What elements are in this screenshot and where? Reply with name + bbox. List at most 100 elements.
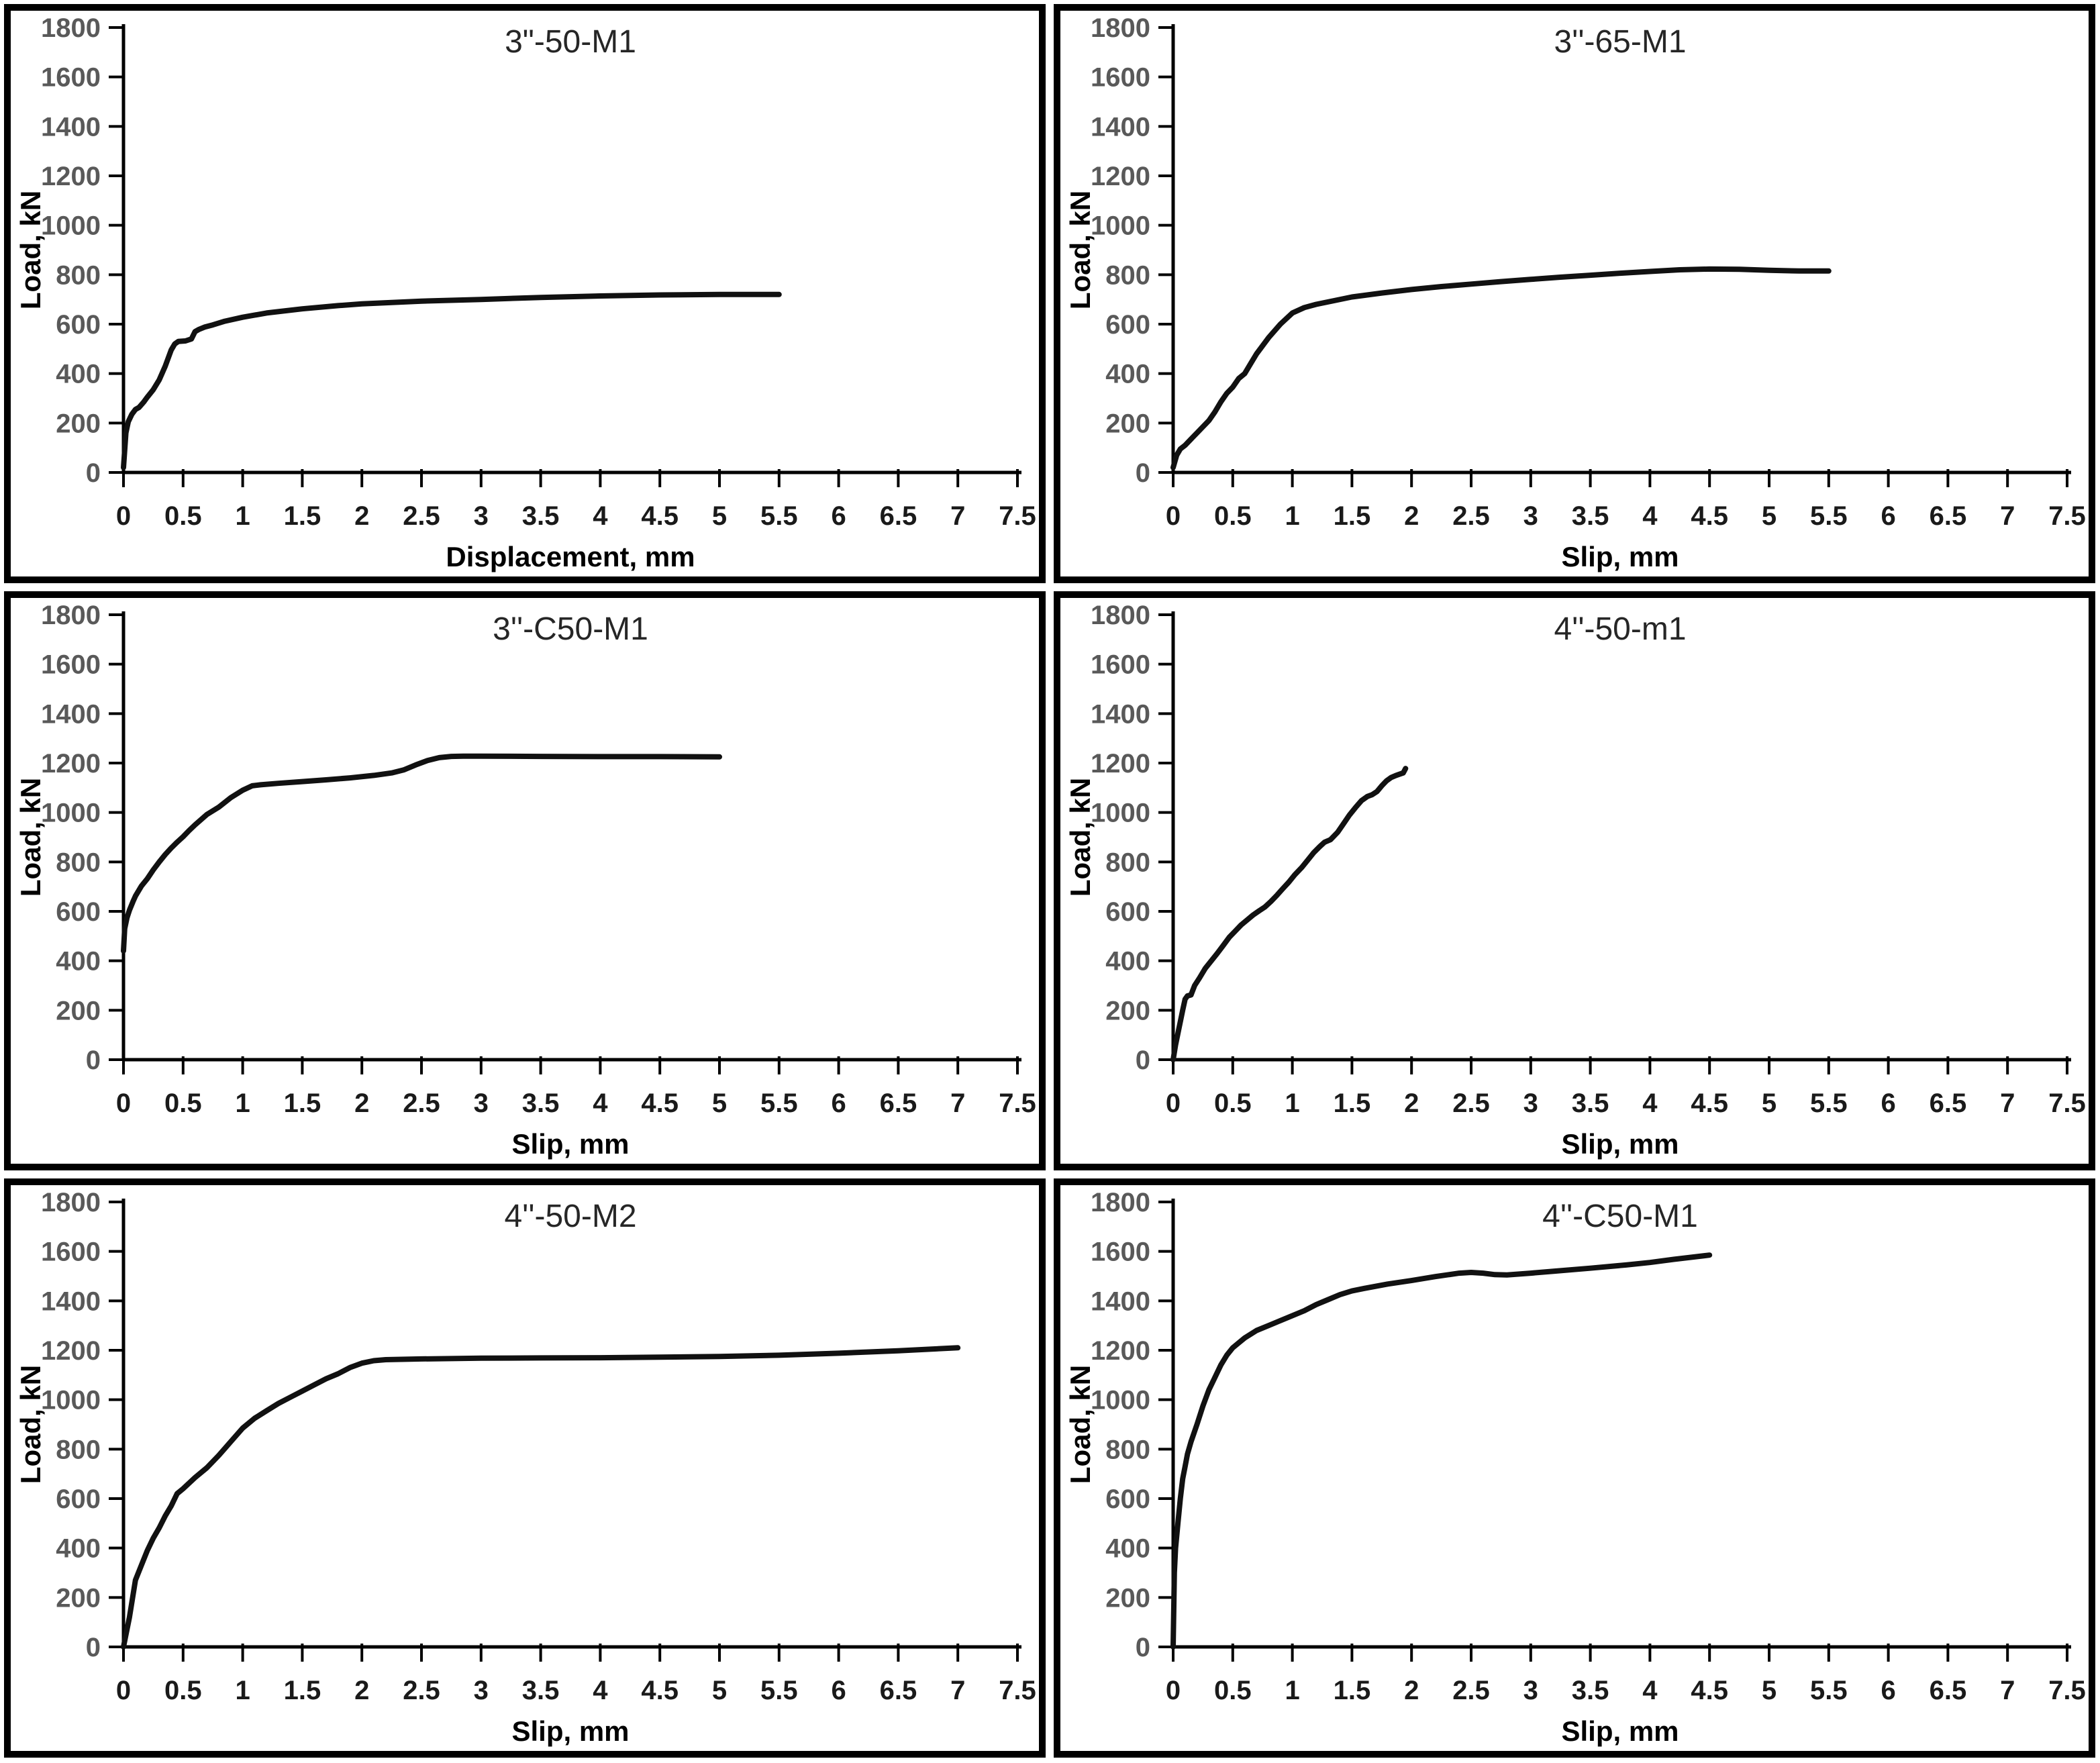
x-tick-label: 1.5 [1334,501,1371,531]
chart-panel-3in-65-M1: 0 200 400 600 800 1000 1200 1400 1600 1800 0 0.5 1 1.… [1054,4,2095,583]
x-tick-label: 1 [1285,501,1299,531]
x-tick-label: 3.5 [1572,1676,1609,1705]
x-tick-label: 5 [1762,1676,1777,1705]
y-axis-title: Load, kN [1064,191,1096,309]
x-tick-label: 0.5 [1214,1089,1252,1118]
y-tick-label: 600 [1105,1484,1150,1514]
x-tick-label: 7.5 [999,1676,1036,1705]
chart-panel-4in-50-m1: 0 200 400 600 800 1000 1200 1400 1600 1800 0 0.5 1 1.… [1054,591,2095,1170]
load-slip-curve [121,753,722,954]
load-slip-chart-3in-C50-M1: 0 200 400 600 800 1000 1200 1400 1600 1800 0 0.5 1 1.… [15,601,1036,1160]
y-tick-label: 1800 [41,1188,101,1217]
y-tick-label: 1200 [41,162,101,191]
x-tick-label: 0.5 [164,501,202,531]
x-tick-label: 4 [593,501,608,531]
x-tick-label: 5.5 [1810,1676,1848,1705]
x-tick-label: 2 [1404,1676,1419,1705]
y-axis-title: Load, kN [15,191,46,309]
y-tick-label: 1600 [41,1238,101,1267]
y-tick-label: 1000 [41,799,101,828]
x-tick-label: 4.5 [641,501,679,531]
y-tick-label: 200 [1105,996,1150,1025]
y-tick-label: 1600 [1091,1238,1150,1267]
x-tick-label: 3 [474,1089,489,1118]
x-tick-label: 3.5 [522,1676,560,1705]
x-axis-title: Slip, mm [511,1128,629,1160]
x-tick-label: 0 [1166,1089,1181,1118]
y-tick-label: 1200 [1091,162,1150,191]
x-tick-label: 4 [1642,1089,1658,1118]
x-tick-label: 7.5 [999,501,1036,531]
y-tick-label: 1800 [41,13,101,43]
x-tick-label: 6.5 [880,1089,917,1118]
y-tick-label: 1400 [41,699,101,729]
x-tick-label: 6 [831,1089,846,1118]
x-tick-label: 2 [1404,1089,1419,1118]
x-tick-label: 4.5 [641,1089,679,1118]
x-axis-title: Slip, mm [1561,1715,1679,1747]
y-tick-label: 600 [56,310,101,340]
x-tick-label: 1.5 [284,1676,321,1705]
chart-title: 3''-65-M1 [1554,24,1686,60]
x-tick-label: 4.5 [1691,1676,1728,1705]
load-slip-curve [1170,1252,1713,1650]
y-tick-label: 400 [56,947,101,976]
chart-title: 4''-50-M2 [504,1199,636,1234]
y-tick-label: 1600 [41,650,101,680]
x-tick-label: 5 [1762,1089,1777,1118]
y-tick-label: 1800 [1091,1188,1150,1217]
x-tick-label: 5.5 [760,1676,798,1705]
y-tick-label: 1000 [1091,1386,1150,1415]
y-tick-label: 1400 [1091,699,1150,729]
x-tick-label: 7 [2000,501,2015,531]
x-tick-label: 4 [1642,1676,1658,1705]
x-tick-label: 7 [950,1676,965,1705]
x-tick-label: 7 [950,501,965,531]
y-tick-label: 800 [56,1435,101,1464]
x-tick-label: 7 [2000,1089,2015,1118]
x-tick-label: 6 [1881,1089,1895,1118]
load-slip-curve [1170,266,1832,470]
y-tick-label: 800 [1105,848,1150,877]
y-tick-label: 1400 [1091,1287,1150,1316]
x-tick-label: 5.5 [1810,1089,1848,1118]
y-tick-label: 1800 [1091,601,1150,630]
x-tick-label: 0.5 [164,1676,202,1705]
y-tick-label: 800 [1105,260,1150,290]
x-axis-title: Displacement, mm [446,541,695,572]
x-tick-label: 4 [1642,501,1658,531]
x-tick-label: 7.5 [2048,1089,2086,1118]
y-tick-label: 1000 [1091,211,1150,241]
chart-panel-4in-C50-M1: 0 200 400 600 800 1000 1200 1400 1600 1800 0 0.5 1 1.… [1054,1178,2095,1758]
y-tick-label: 1200 [1091,1336,1150,1366]
y-tick-label: 200 [1105,1583,1150,1613]
y-tick-label: 1000 [1091,799,1150,828]
y-tick-label: 1800 [1091,13,1150,43]
y-tick-label: 0 [86,1046,101,1075]
x-axis-title: Slip, mm [1561,1128,1679,1160]
x-tick-label: 0 [116,1089,131,1118]
x-tick-label: 5.5 [760,1089,798,1118]
x-tick-label: 1 [235,1676,250,1705]
x-tick-label: 0.5 [164,1089,202,1118]
x-tick-label: 4 [593,1089,608,1118]
x-tick-label: 7.5 [2048,501,2086,531]
y-tick-label: 400 [1105,947,1150,976]
y-tick-label: 200 [1105,409,1150,438]
y-tick-label: 400 [1105,1534,1150,1564]
x-tick-label: 0.5 [1214,501,1252,531]
load-slip-chart-3in-65-M1: 0 200 400 600 800 1000 1200 1400 1600 1800 0 0.5 1 1.… [1064,13,2086,572]
y-tick-label: 1000 [41,1386,101,1415]
y-tick-label: 400 [1105,360,1150,389]
x-tick-label: 2.5 [403,1089,440,1118]
chart-panel-4in-50-M2: 0 200 400 600 800 1000 1200 1400 1600 1800 0 0.5 1 1.… [4,1178,1046,1758]
chart-title: 4''-50-m1 [1554,611,1686,647]
y-tick-label: 1400 [1091,112,1150,142]
x-tick-label: 7.5 [2048,1676,2086,1705]
y-tick-label: 800 [1105,1435,1150,1464]
x-tick-label: 6 [831,501,846,531]
y-tick-label: 200 [56,996,101,1025]
x-tick-label: 3 [1523,1089,1538,1118]
y-axis-title: Load, kN [1064,1365,1096,1484]
y-axis-title: Load, kN [15,778,46,897]
